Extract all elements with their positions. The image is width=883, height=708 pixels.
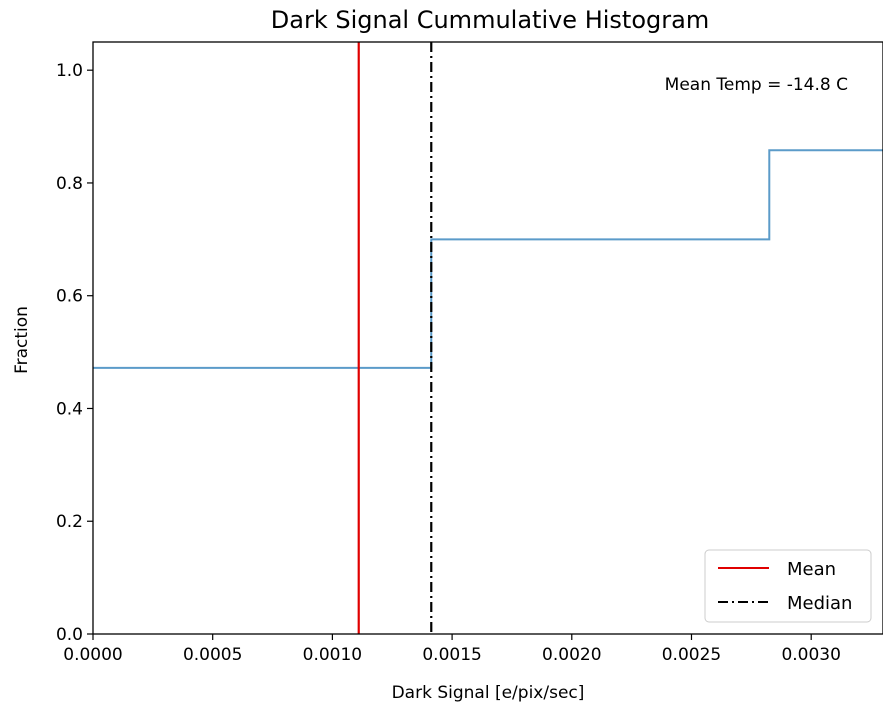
cumulative-step-series-0 <box>93 149 883 369</box>
axis-ticks: 0.0000 0.0005 0.0010 0.0015 0.0020 0.0025 0.00… <box>56 61 841 665</box>
x-tick-label: 0.0010 <box>303 645 362 665</box>
chart-title: Dark Signal Cummulative Histogram <box>271 6 709 34</box>
x-axis-label: Dark Signal [e/pix/sec] <box>392 683 585 703</box>
x-tick-label: 0.0030 <box>781 645 840 665</box>
y-tick-label: 0.4 <box>56 399 83 419</box>
y-tick-label: 0.6 <box>56 287 83 307</box>
y-tick-label: 0.0 <box>56 625 83 645</box>
y-tick-label: 1.0 <box>56 61 83 81</box>
x-tick-label: 0.0000 <box>63 645 122 665</box>
legend-median-label: Median <box>787 593 852 614</box>
x-tick-label: 0.0025 <box>662 645 721 665</box>
x-tick-label: 0.0015 <box>422 645 481 665</box>
y-tick-label: 0.2 <box>56 512 83 532</box>
y-tick-label: 0.8 <box>56 174 83 194</box>
legend-mean-label: Mean <box>787 559 836 580</box>
x-tick-label: 0.0020 <box>542 645 601 665</box>
y-axis-label: Fraction <box>12 306 32 374</box>
annotation-mean-temp: Mean Temp = -14.8 C <box>665 75 848 95</box>
plot-area <box>93 42 883 634</box>
plot-frame <box>92 41 883 635</box>
x-tick-label: 0.0005 <box>183 645 242 665</box>
legend: Mean Median <box>704 549 872 623</box>
